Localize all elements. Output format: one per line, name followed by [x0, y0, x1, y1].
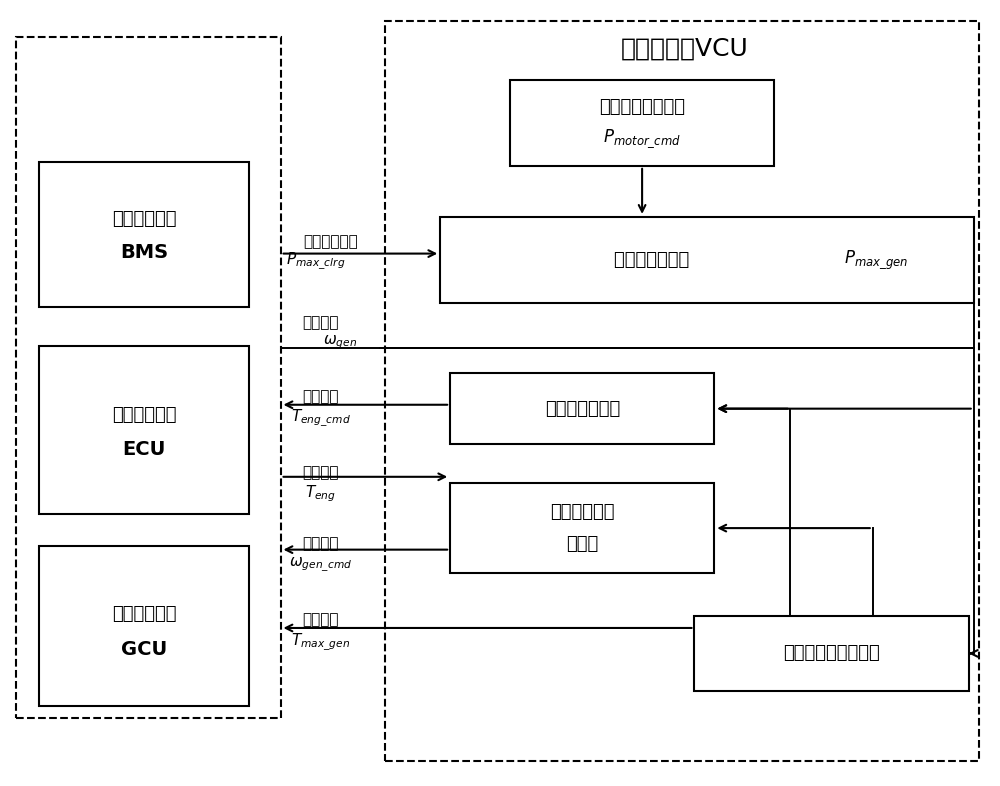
Text: 发动机转矩修正: 发动机转矩修正	[545, 399, 620, 417]
Bar	[450, 483, 714, 573]
Text: 发电机转速指: 发电机转速指	[550, 504, 615, 521]
Text: 发电机控制器: 发电机控制器	[112, 605, 176, 623]
Text: $T_{max\_gen}$: $T_{max\_gen}$	[291, 632, 350, 652]
Bar	[385, 21, 979, 761]
Text: 转速指令: 转速指令	[302, 536, 339, 551]
Bar	[39, 545, 249, 707]
Text: 整车控制器VCU: 整车控制器VCU	[621, 36, 748, 61]
Bar	[694, 616, 969, 691]
Text: 实际转矩: 实际转矩	[302, 465, 339, 480]
Text: $\omega_{gen}$: $\omega_{gen}$	[323, 333, 358, 351]
Text: 令修正: 令修正	[566, 534, 598, 553]
Text: 电池管理系统: 电池管理系统	[112, 210, 176, 228]
Bar	[16, 37, 281, 718]
Bar	[39, 162, 249, 307]
Text: 发电机功率限值: 发电机功率限值	[614, 251, 700, 269]
Text: $T_{eng}$: $T_{eng}$	[305, 483, 336, 504]
Bar	[510, 79, 774, 166]
Text: BMS: BMS	[120, 243, 168, 262]
Text: ECU: ECU	[122, 440, 166, 459]
Text: 实际转速: 实际转速	[302, 315, 339, 330]
Text: $P_{max\_gen}$: $P_{max\_gen}$	[844, 248, 909, 271]
Text: GCU: GCU	[121, 641, 167, 659]
Bar	[39, 346, 249, 514]
Text: 发动机控制器: 发动机控制器	[112, 406, 176, 424]
Text: $P_{max\_clrg}$: $P_{max\_clrg}$	[286, 251, 345, 272]
Text: 发电机转矩限值计算: 发电机转矩限值计算	[783, 645, 880, 663]
Text: $T_{eng\_cmd}$: $T_{eng\_cmd}$	[291, 408, 350, 428]
Text: 转矩限值: 转矩限值	[302, 612, 339, 628]
Bar	[440, 217, 974, 303]
Text: 充电功率限值: 充电功率限值	[303, 234, 358, 249]
Text: $P_{motor\_cmd}$: $P_{motor\_cmd}$	[603, 127, 681, 149]
Text: 驱动电机功率指令: 驱动电机功率指令	[599, 98, 685, 116]
Bar	[450, 373, 714, 444]
Text: $\omega_{gen\_cmd}$: $\omega_{gen\_cmd}$	[289, 556, 352, 575]
Text: 转矩指令: 转矩指令	[302, 389, 339, 405]
